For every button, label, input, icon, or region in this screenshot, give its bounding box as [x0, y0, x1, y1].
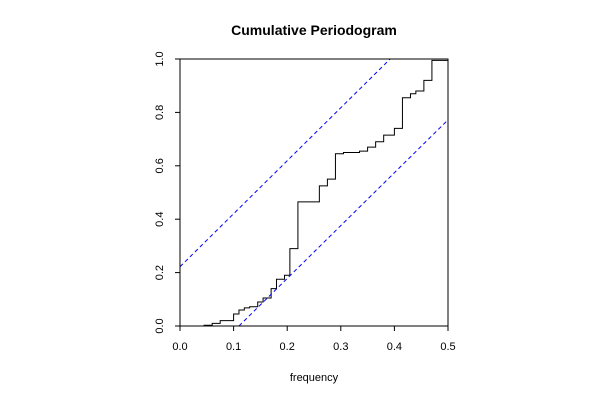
y-tick-label: 0.2	[154, 265, 166, 280]
x-tick-label: 0.4	[387, 341, 402, 353]
y-tick-label: 0.6	[154, 158, 166, 173]
y-tick-label: 1.0	[154, 51, 166, 66]
y-tick-label: 0.4	[154, 212, 166, 227]
x-tick-label: 0.5	[440, 341, 455, 353]
x-tick-label: 0.0	[172, 341, 187, 353]
x-tick-label: 0.3	[333, 341, 348, 353]
plot-frame	[179, 58, 449, 327]
x-tick-label: 0.2	[280, 341, 295, 353]
chart-title: Cumulative Periodogram	[231, 22, 397, 38]
cumulative-periodogram-step-line	[180, 59, 448, 326]
x-axis-label: frequency	[290, 372, 339, 384]
y-tick-label: 0.0	[154, 318, 166, 333]
x-tick-label: 0.1	[226, 341, 241, 353]
upper-confidence-band-line	[180, 59, 391, 268]
y-tick-label: 0.8	[154, 105, 166, 120]
lower-confidence-band-line	[238, 119, 448, 326]
